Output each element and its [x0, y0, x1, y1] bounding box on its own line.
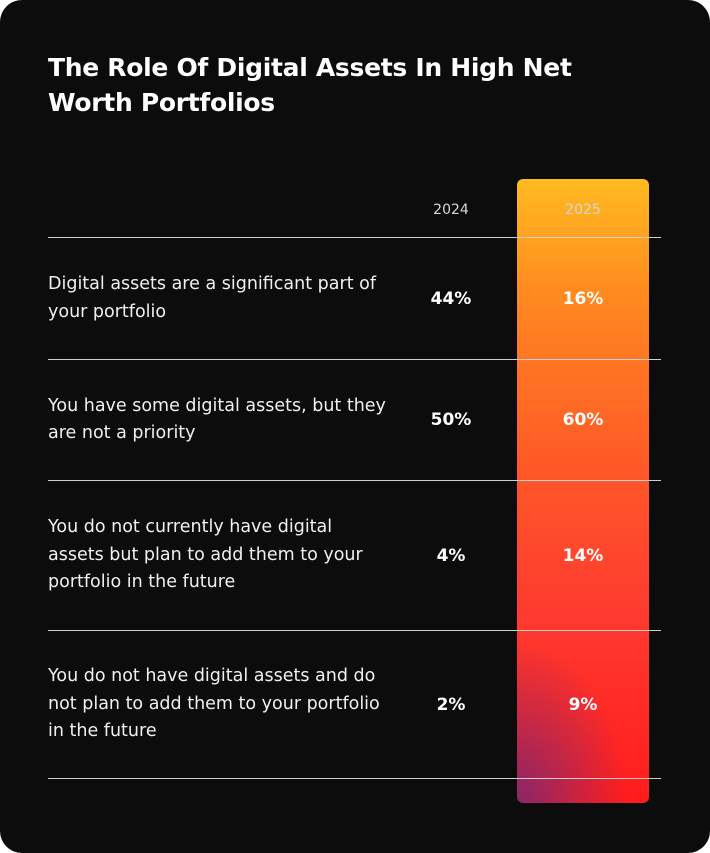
table-row: You do not have digital assets and do no…: [48, 631, 661, 778]
row-divider: [48, 480, 661, 481]
row-divider: [48, 237, 661, 238]
value-2024: 44%: [430, 288, 472, 309]
row-label: You do not have digital assets and do no…: [48, 666, 380, 742]
value-2025: 14%: [562, 545, 604, 566]
column-header: 2024: [433, 202, 469, 218]
title: The Role Of Digital Assets In High Net W…: [48, 53, 572, 117]
table-row: You do not currently have digital assets…: [48, 481, 661, 630]
value-2024: 4%: [436, 545, 466, 566]
value-2025: 16%: [562, 288, 604, 309]
row-divider: [48, 630, 661, 631]
value-2024: 50%: [430, 410, 472, 430]
row-label: You do not currently have digital assets…: [48, 517, 363, 593]
column-header: 2025: [565, 202, 601, 218]
table-row: You have some digital assets, but they a…: [48, 360, 661, 480]
value-2025: 60%: [562, 410, 604, 430]
row-label: Digital assets are a significant part of…: [48, 274, 376, 322]
row-divider: [48, 778, 661, 779]
table-row: Digital assets are a significant part of…: [48, 238, 661, 359]
value-2024: 2%: [436, 694, 466, 715]
row-label: You have some digital assets, but they a…: [48, 395, 386, 444]
value-2025: 9%: [568, 694, 598, 715]
highlight-column: [517, 179, 649, 803]
row-divider: [48, 359, 661, 360]
